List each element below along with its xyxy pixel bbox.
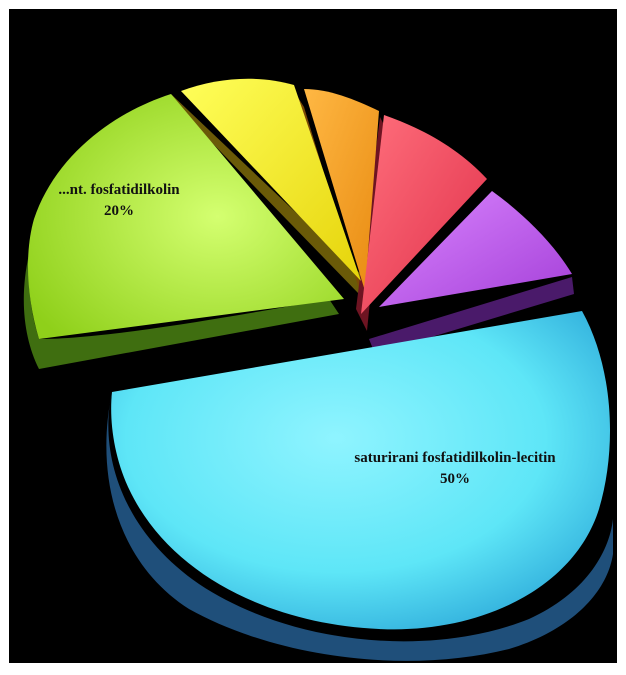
- slice-yellow: [181, 78, 361, 281]
- chart-frame: ...nt. fosfatidilkolin 20% saturirani fo…: [9, 9, 617, 663]
- slice-saturirani-fosfatidilkolin-lecitin: [111, 311, 611, 630]
- slice-label-fosfatidilkolin: ...nt. fosfatidilkolin: [58, 182, 180, 198]
- slice-side-purple: [369, 277, 574, 354]
- slice-value-fosfatidilkolin: 20%: [104, 203, 134, 219]
- slice-fosfatidilkolin: [27, 94, 345, 339]
- slice-red: [361, 115, 487, 314]
- slice-value-saturirani: 50%: [440, 471, 470, 487]
- slice-label-saturirani: saturirani fosfatidilkolin-lecitin: [354, 450, 556, 466]
- pie-slices: [27, 78, 611, 630]
- slice-purple: [379, 191, 572, 307]
- pie-chart: ...nt. fosfatidilkolin 20% saturirani fo…: [23, 78, 614, 661]
- slice-side-yellow: [171, 94, 364, 294]
- slice-orange: [304, 89, 379, 291]
- slice-side-green: [23, 254, 339, 369]
- pie-labels: ...nt. fosfatidilkolin 20% saturirani fo…: [58, 182, 556, 487]
